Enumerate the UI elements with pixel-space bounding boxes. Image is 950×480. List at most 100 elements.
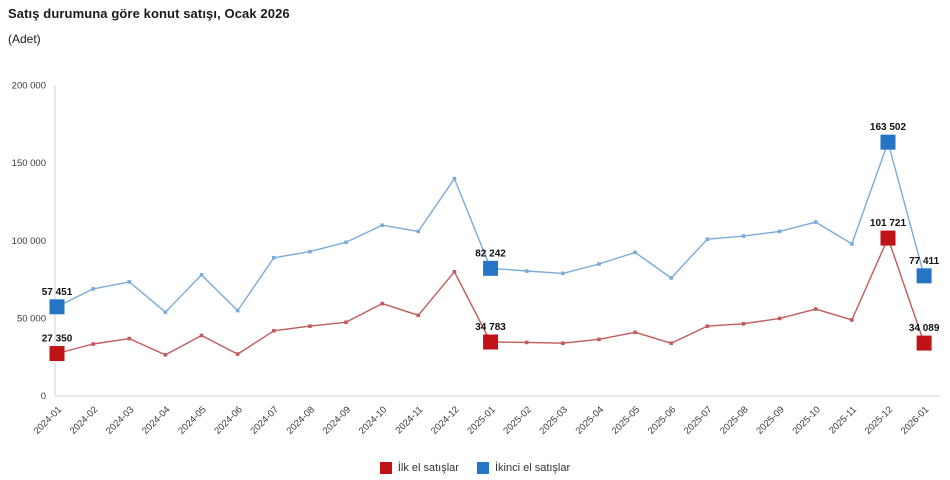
y-tick-label: 200 000	[12, 81, 46, 92]
highlighted-point-marker	[49, 299, 65, 315]
point-marker	[777, 316, 782, 321]
x-tick-label: 2024-10	[357, 404, 389, 436]
x-tick-label: 2024-11	[393, 404, 425, 436]
x-tick-label: 2025-03	[538, 404, 570, 436]
point-marker	[452, 270, 457, 274]
x-tick-label: 2025-06	[646, 404, 678, 436]
point-marker	[813, 220, 818, 224]
data-label: 77 411	[909, 256, 939, 267]
point-marker	[344, 240, 348, 245]
x-tick-label: 2025-10	[790, 404, 822, 436]
highlighted-point-marker	[916, 268, 932, 284]
y-tick-label: 100 000	[12, 236, 46, 247]
x-tick-label: 2024-02	[68, 404, 100, 436]
point-marker	[380, 223, 384, 228]
data-label: 57 451	[42, 287, 73, 298]
x-tick-label: 2024-01	[32, 404, 64, 436]
first-hand-legend-label: İlk el satışlar	[397, 462, 459, 474]
point-marker	[271, 256, 276, 260]
x-tick-label: 2024-12	[429, 404, 461, 436]
first-hand-legend-swatch	[379, 462, 392, 474]
point-marker	[344, 320, 348, 325]
point-marker	[199, 333, 204, 338]
highlighted-point-marker	[49, 346, 65, 362]
point-marker	[597, 262, 601, 266]
point-marker	[669, 276, 674, 280]
point-marker	[416, 229, 421, 234]
point-marker	[850, 318, 854, 322]
x-tick-label: 2024-05	[176, 404, 208, 436]
point-marker	[850, 242, 854, 246]
legend-item-first-hand: İlk el satışlar	[379, 462, 459, 474]
x-tick-label: 2025-08	[718, 404, 750, 436]
x-tick-label: 2025-12	[863, 404, 895, 436]
legend-item-second-hand: İkinci el satışlar	[476, 462, 571, 474]
second-hand-legend-label: İkinci el satışlar	[494, 462, 571, 474]
highlighted-point-marker	[483, 334, 499, 350]
x-tick-label: 2024-03	[104, 404, 136, 436]
point-marker	[91, 342, 95, 346]
point-marker	[633, 330, 637, 335]
point-marker	[705, 237, 710, 241]
point-marker	[741, 234, 746, 238]
point-marker	[633, 250, 637, 255]
chart-title: Satış durumuna göre konut satışı, Ocak 2…	[8, 6, 290, 21]
point-marker	[561, 271, 565, 276]
data-label: 27 350	[42, 334, 73, 345]
x-tick-label: 2025-05	[610, 404, 642, 436]
y-tick-label: 150 000	[12, 158, 46, 169]
point-marker	[235, 352, 240, 356]
y-tick-label: 0	[41, 391, 46, 402]
data-label: 101 721	[870, 218, 907, 229]
point-marker	[163, 310, 168, 314]
point-marker	[199, 273, 204, 277]
x-tick-label: 2025-02	[501, 404, 533, 436]
point-marker	[741, 322, 746, 326]
highlighted-point-marker	[880, 134, 896, 150]
point-marker	[524, 269, 529, 273]
chart-subtitle: (Adet)	[8, 32, 41, 46]
highlighted-point-marker	[916, 335, 932, 351]
point-marker	[127, 336, 132, 341]
data-label: 163 502	[870, 122, 907, 133]
chart-legend: İlk el satışlar İkinci el satışlar	[0, 462, 950, 474]
point-marker	[91, 287, 95, 291]
x-tick-label: 2025-11	[827, 404, 859, 436]
x-tick-label: 2024-07	[248, 404, 280, 436]
point-marker	[452, 176, 457, 181]
second-hand-legend-swatch	[476, 462, 489, 474]
point-marker	[705, 324, 710, 328]
point-marker	[669, 341, 674, 346]
data-label: 34 783	[475, 322, 506, 333]
x-tick-label: 2026-01	[899, 404, 931, 436]
x-tick-label: 2024-09	[321, 404, 353, 436]
point-marker	[235, 308, 240, 313]
point-marker	[813, 307, 818, 311]
point-marker	[308, 249, 312, 254]
x-tick-label: 2024-04	[140, 404, 172, 436]
x-tick-label: 2025-01	[465, 404, 497, 436]
data-label: 82 242	[475, 248, 506, 259]
point-marker	[416, 313, 421, 318]
x-tick-label: 2025-07	[682, 404, 714, 436]
point-marker	[380, 301, 384, 306]
x-tick-label: 2025-09	[754, 404, 786, 436]
series-line-second-hand	[56, 141, 925, 313]
point-marker	[561, 341, 565, 346]
x-tick-label: 2024-06	[212, 404, 244, 436]
point-marker	[597, 337, 601, 342]
point-marker	[308, 324, 312, 328]
x-tick-label: 2025-04	[574, 404, 606, 436]
point-marker	[271, 328, 276, 333]
highlighted-point-marker	[483, 260, 499, 276]
highlighted-point-marker	[880, 230, 896, 246]
y-tick-label: 50 000	[17, 313, 46, 324]
data-label: 34 089	[909, 323, 940, 334]
point-marker	[163, 353, 168, 357]
point-marker	[127, 280, 132, 284]
x-tick-label: 2024-08	[285, 404, 317, 436]
point-marker	[777, 229, 782, 234]
point-marker	[524, 340, 529, 345]
